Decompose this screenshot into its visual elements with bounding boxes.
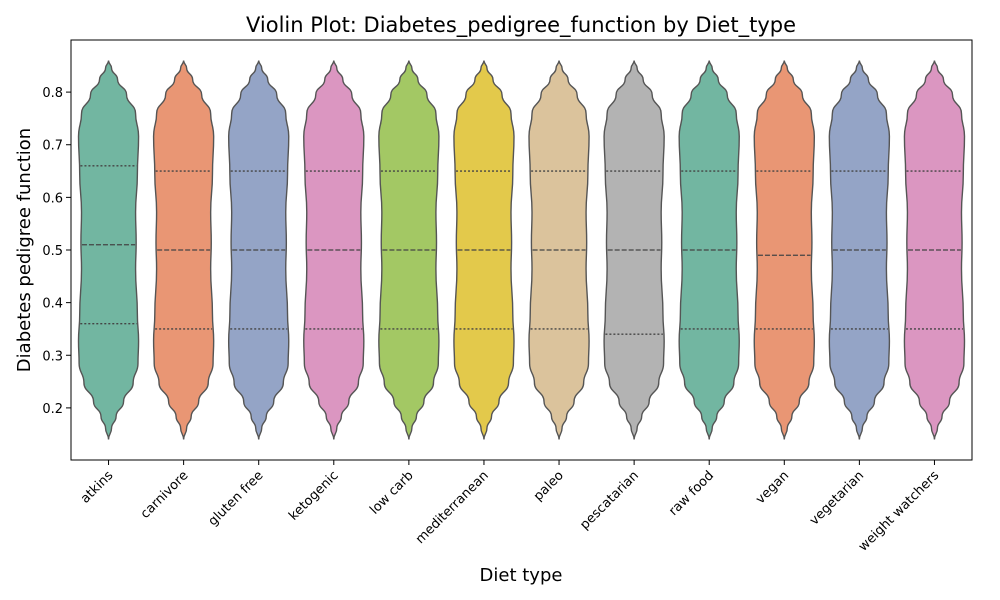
violin-body <box>77 60 140 440</box>
violin-body <box>528 60 590 440</box>
x-axis-label: Diet type <box>480 565 563 586</box>
violin-body <box>378 60 440 440</box>
y-axis-label: Diabetes pedigree function <box>14 128 35 372</box>
y-tick-label: 0.2 <box>42 402 63 417</box>
y-tick-label: 0.3 <box>42 349 63 364</box>
violin-body <box>453 60 515 440</box>
y-tick-label: 0.6 <box>42 191 63 206</box>
plot-frame <box>70 39 973 461</box>
violin-body <box>903 60 966 440</box>
violin-body <box>828 60 891 440</box>
violin-body <box>227 60 290 440</box>
violin-body <box>753 60 816 440</box>
violin-body <box>152 60 215 440</box>
y-tick-label: 0.8 <box>42 86 63 101</box>
chart-title: Violin Plot: Diabetes_pedigree_function … <box>246 13 796 38</box>
violin-body <box>603 60 665 440</box>
violin-body <box>303 60 365 440</box>
y-tick-label: 0.7 <box>42 139 63 154</box>
y-tick-label: 0.4 <box>42 297 63 312</box>
violin-body <box>678 60 740 440</box>
y-tick-label: 0.5 <box>42 244 63 259</box>
